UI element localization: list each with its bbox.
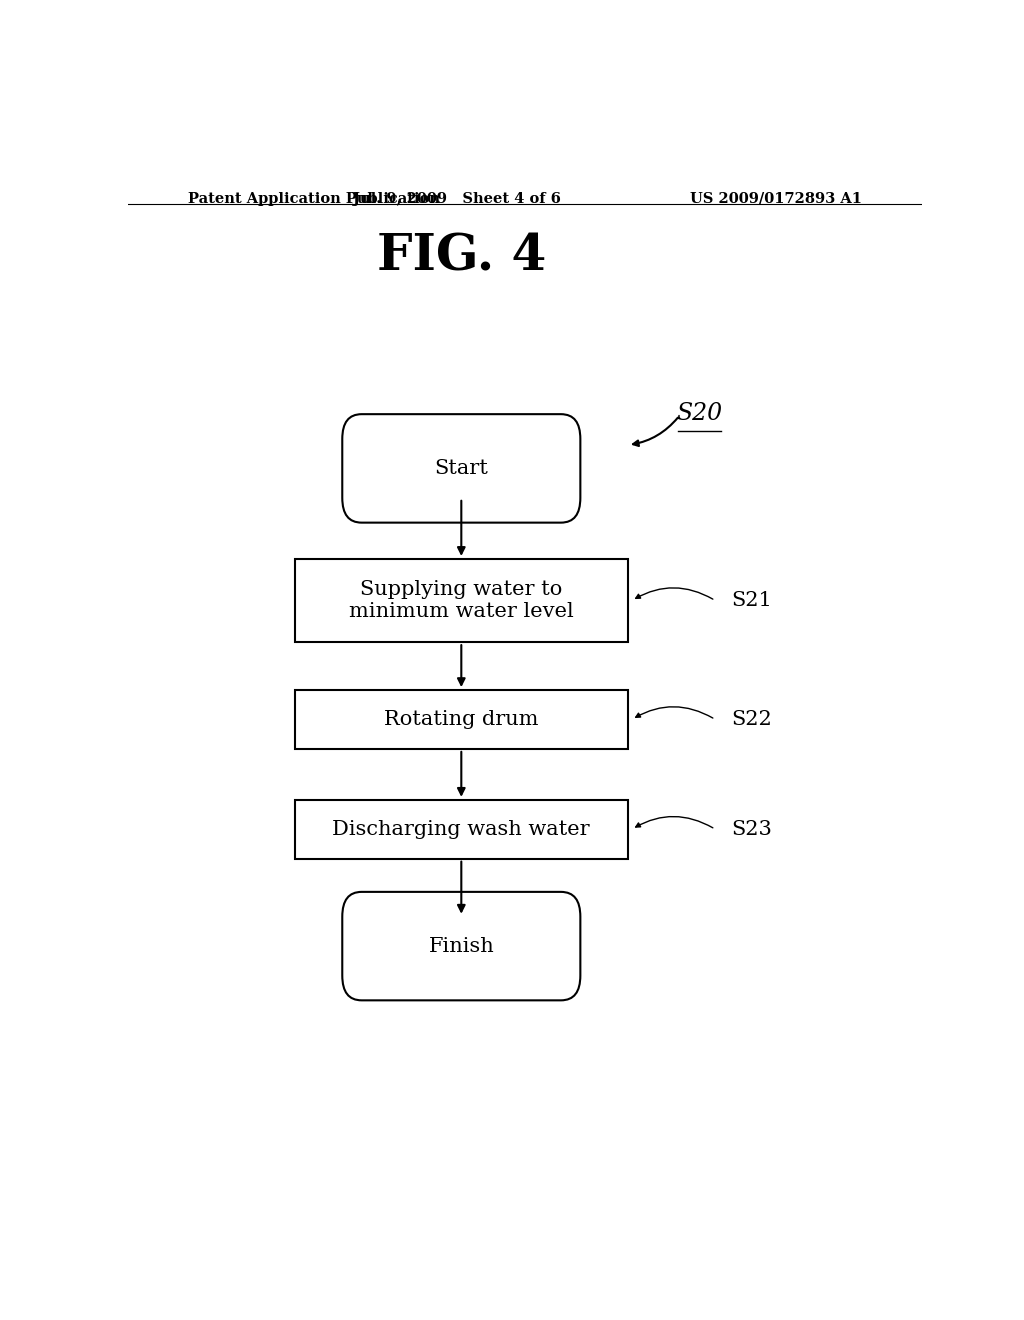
Text: Jul. 9, 2009   Sheet 4 of 6: Jul. 9, 2009 Sheet 4 of 6 [353,191,561,206]
Bar [295,800,628,859]
Text: Discharging wash water: Discharging wash water [333,820,590,838]
Text: S21: S21 [731,591,772,610]
Text: Patent Application Publication: Patent Application Publication [187,191,439,206]
Text: US 2009/0172893 A1: US 2009/0172893 A1 [690,191,862,206]
Text: S22: S22 [731,710,772,729]
Text: FIG. 4: FIG. 4 [377,232,546,281]
Text: Supplying water to
minimum water level: Supplying water to minimum water level [349,579,573,620]
Text: Rotating drum: Rotating drum [384,710,539,729]
FancyBboxPatch shape [342,414,581,523]
Text: S23: S23 [731,820,772,838]
Text: Finish: Finish [428,937,495,956]
Bar [295,690,628,748]
Text: S20: S20 [676,403,723,425]
FancyBboxPatch shape [342,892,581,1001]
Text: Start: Start [434,459,488,478]
Bar [295,558,628,643]
